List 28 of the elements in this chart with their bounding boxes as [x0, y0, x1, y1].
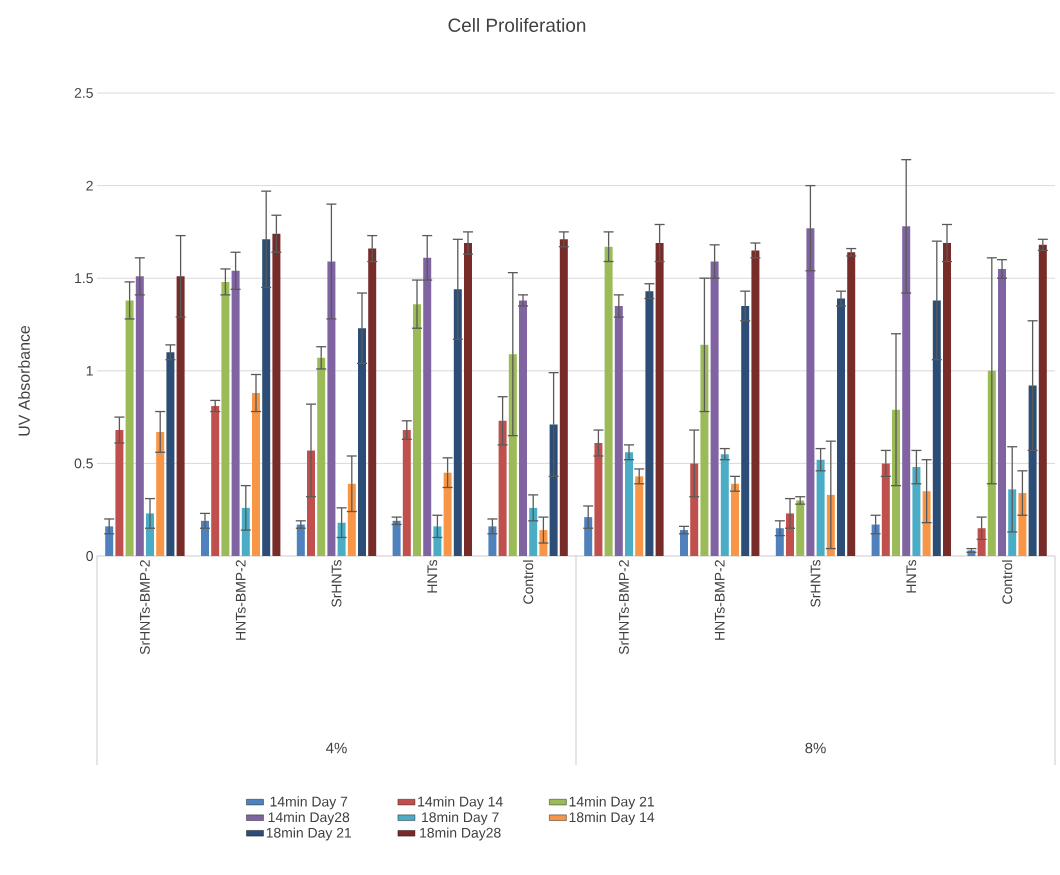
- x-tick-label: SrHNTs-BMP-2: [618, 560, 629, 655]
- y-tick-label: 2: [86, 180, 93, 191]
- legend-label: 14min Day 21: [569, 796, 654, 810]
- text: 4%: [326, 742, 347, 754]
- legend-label: 18min Day 14: [569, 811, 655, 825]
- x-tick-label: Control: [1001, 560, 1013, 604]
- x-tick-label: HNTs: [906, 560, 917, 593]
- text: 8%: [805, 742, 826, 754]
- legend-label: 18min Day 7: [422, 811, 499, 825]
- x-tick-label: SrHNTs-BMP-2: [139, 560, 150, 655]
- legend-label: 14min Day28: [268, 811, 350, 825]
- legend-label: 18min Day28: [420, 827, 501, 841]
- y-tick-label: 0.5: [74, 458, 93, 469]
- x-tick-label: SrHNTs: [810, 560, 821, 607]
- y-tick-label: 2.5: [74, 88, 93, 98]
- y-tick-label: 1.5: [75, 273, 93, 284]
- x-tick-label: HNTs-BMP-2: [235, 560, 246, 640]
- x-tick-label: Control: [522, 560, 534, 604]
- y-tick-label: 1: [86, 366, 93, 376]
- chart-title: Cell Proliferation: [448, 18, 586, 32]
- x-tick-label: HNTs-BMP-2: [714, 560, 725, 640]
- legend-label: 18min Day 21: [266, 827, 352, 841]
- y-axis-title: UV Absorbance: [18, 325, 30, 436]
- x-tick-label: HNTs: [427, 560, 438, 593]
- x-tick-label: SrHNTs: [331, 560, 342, 607]
- legend-label: 14min Day 7: [270, 796, 348, 810]
- y-tick-label: 0: [86, 551, 93, 561]
- legend-label: 14min Day 14: [418, 796, 503, 810]
